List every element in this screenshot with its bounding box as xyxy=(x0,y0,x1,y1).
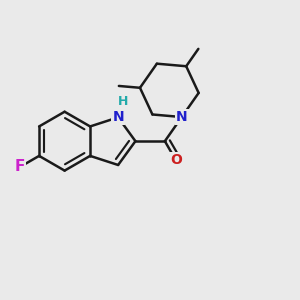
Text: O: O xyxy=(170,153,182,167)
Text: H: H xyxy=(118,95,128,108)
Text: N: N xyxy=(112,110,124,124)
Text: F: F xyxy=(15,159,25,174)
Text: N: N xyxy=(176,110,188,124)
